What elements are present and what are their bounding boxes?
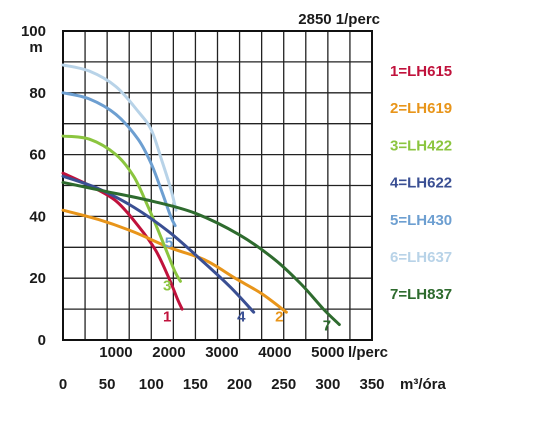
x-tick-label-m3h: 350 (359, 376, 384, 393)
x-tick-label-m3h: 150 (183, 376, 208, 393)
y-axis-unit-label: m (29, 39, 42, 56)
legend-entry: 5=LH430 (390, 212, 452, 229)
x-tick-label-lpm: 3000 (205, 344, 238, 361)
x-tick-label-m3h: 200 (227, 376, 252, 393)
y-tick-label: 40 (29, 208, 46, 225)
curve-number-label: 5 (165, 234, 173, 251)
curve-number-label: 1 (163, 308, 171, 325)
x-tick-label-lpm: 4000 (258, 344, 291, 361)
chart-title: 2850 1/perc (298, 11, 380, 28)
y-tick-label: 80 (29, 85, 46, 102)
chart-legend: 1=LH615 2=LH619 3=LH422 4=LH622 5=LH430 6=LH6… (390, 63, 452, 303)
x-axis-lpm-label: l/perc (348, 344, 388, 361)
curve-7-lh837 (61, 180, 341, 327)
x-tick-label-lpm: 5000 (311, 344, 344, 361)
y-tick-label: 0 (38, 332, 46, 349)
legend-entry: 3=LH422 (390, 137, 452, 154)
curve-number-label: 7 (323, 318, 331, 335)
curve-number-label: 3 (163, 278, 171, 295)
curve-number-label: 2 (275, 308, 283, 325)
curve-5-lh430 (61, 91, 177, 228)
legend-entry: 6=LH637 (390, 249, 452, 266)
y-tick-label: 20 (29, 270, 46, 287)
legend-entry: 2=LH619 (390, 100, 452, 117)
chart-curves: 1 2 3 4 5 7 (61, 63, 341, 335)
y-tick-label: 100 (21, 23, 46, 40)
x-tick-label-m3h: 50 (99, 376, 116, 393)
legend-entry: 7=LH837 (390, 286, 452, 303)
x-tick-label-lpm: 1000 (99, 344, 132, 361)
x-axis-m3h-label: m³/óra (400, 376, 447, 393)
curve-number-label: 4 (237, 308, 246, 325)
plot-frame (62, 30, 373, 341)
chart-grid (63, 31, 372, 340)
legend-entry: 4=LH622 (390, 175, 452, 192)
y-tick-label: 60 (29, 147, 46, 164)
x-tick-label-m3h: 250 (271, 376, 296, 393)
legend-entry: 1=LH615 (390, 63, 452, 80)
x-tick-label-m3h: 100 (139, 376, 164, 393)
x-tick-label-m3h: 300 (315, 376, 340, 393)
curve-3-lh422 (61, 134, 182, 283)
curve-6-lh637 (61, 63, 178, 212)
curve-2-lh619 (61, 208, 288, 314)
x-tick-label-m3h: 0 (59, 376, 67, 393)
x-tick-label-lpm: 2000 (152, 344, 185, 361)
